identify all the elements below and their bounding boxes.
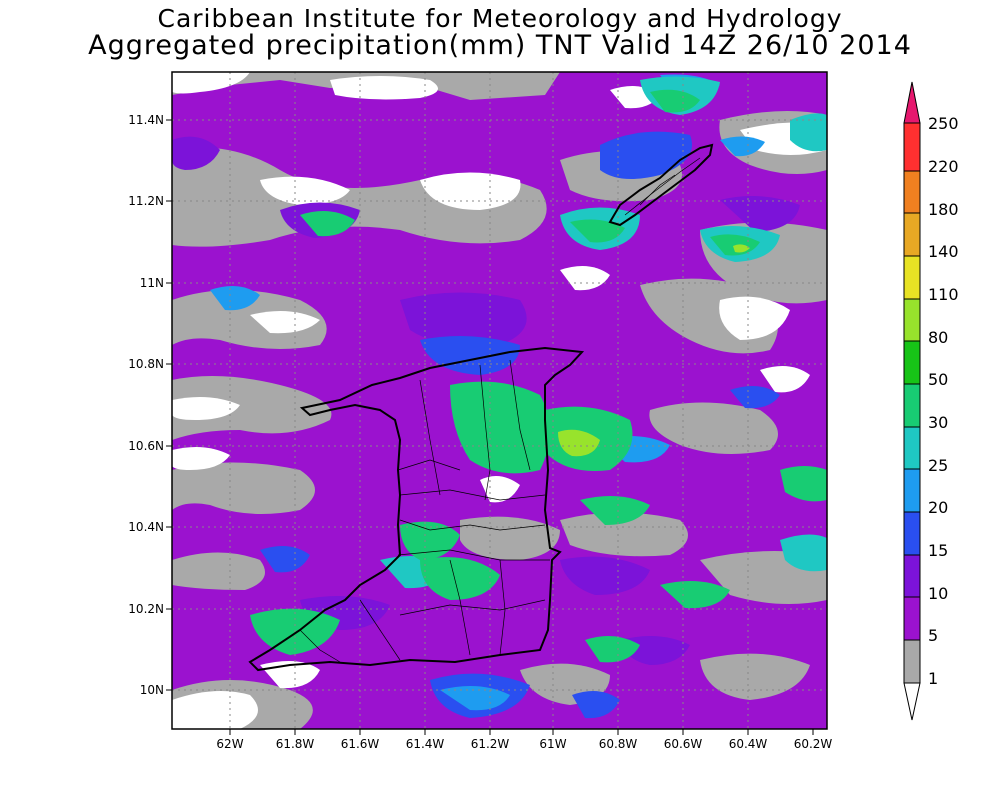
x-tick-label: 60.6W — [664, 737, 703, 751]
colorbar-label: 80 — [928, 328, 948, 347]
colorbar-segment — [903, 340, 921, 385]
x-tick-label: 61.2W — [471, 737, 510, 751]
x-tick-label: 60.8W — [599, 737, 638, 751]
colorbar-segment — [903, 468, 921, 513]
colorbar-label: 180 — [928, 200, 959, 219]
colorbar-segment — [903, 554, 921, 598]
y-axis-labels: 11.4N 11.2N 11N 10.8N 10.6N 10.4N 10.2N … — [128, 113, 164, 697]
page-subtitle: Aggregated precipitation(mm) TNT Valid 1… — [88, 30, 912, 61]
colorbar-label: 20 — [928, 498, 948, 517]
colorbar-label: 15 — [928, 541, 948, 560]
colorbar: 250 220 180 140 110 80 50 30 25 20 15 10… — [903, 81, 959, 721]
x-tick-label: 61.6W — [341, 737, 380, 751]
colorbar-label: 220 — [928, 157, 959, 176]
trinidad-internal-boundaries — [299, 359, 550, 663]
precip-blue-areas — [260, 131, 780, 719]
map-gridlines — [172, 72, 827, 729]
colorbar-segment-under — [903, 682, 921, 721]
trinidad-outline — [248, 346, 585, 672]
colorbar-segments — [903, 81, 921, 721]
colorbar-segment — [903, 596, 921, 641]
tobago-outline — [608, 143, 714, 227]
colorbar-label: 25 — [928, 456, 948, 475]
y-tick-label: 10.8N — [128, 357, 164, 371]
colorbar-segment-over — [903, 81, 921, 124]
x-tick-label: 61.4W — [406, 737, 445, 751]
x-tick-label: 60.4W — [729, 737, 768, 751]
colorbar-segment — [903, 511, 921, 556]
trinidad-coast — [248, 346, 585, 672]
colorbar-label: 1 — [928, 669, 938, 688]
colorbar-label: 250 — [928, 114, 959, 133]
colorbar-segment — [903, 639, 921, 684]
y-tick-label: 10.4N — [128, 520, 164, 534]
colorbar-label: 50 — [928, 370, 948, 389]
precip-green-areas — [250, 89, 827, 663]
x-tick-label: 62W — [216, 737, 243, 751]
colorbar-segment — [903, 255, 921, 300]
y-tick-label: 10.6N — [128, 439, 164, 453]
colorbar-segment — [903, 212, 921, 257]
x-tick-label: 61W — [539, 737, 566, 751]
colorbar-label: 110 — [928, 285, 959, 304]
colorbar-segment — [903, 298, 921, 342]
colorbar-label: 140 — [928, 242, 959, 261]
colorbar-segment — [903, 122, 921, 172]
page-title: Caribbean Institute for Meteorology and … — [157, 4, 843, 33]
colorbar-segment — [903, 170, 921, 214]
colorbar-label: 10 — [928, 584, 948, 603]
precipitation-field — [172, 72, 827, 729]
y-tick-label: 10.2N — [128, 602, 164, 616]
x-tick-label: 60.2W — [794, 737, 833, 751]
axis-tick-marks — [166, 119, 814, 735]
y-tick-label: 11.2N — [128, 194, 164, 208]
colorbar-segment — [903, 383, 921, 428]
colorbar-labels: 250 220 180 140 110 80 50 30 25 20 15 10… — [928, 114, 959, 688]
map-frame — [171, 71, 828, 730]
y-tick-label: 11N — [140, 276, 164, 290]
x-tick-label: 61.8W — [276, 737, 315, 751]
colorbar-label: 5 — [928, 626, 938, 645]
colorbar-label: 30 — [928, 413, 948, 432]
x-axis-labels: 62W 61.8W 61.6W 61.4W 61.2W 61W 60.8W 60… — [216, 737, 832, 751]
y-tick-label: 11.4N — [128, 113, 164, 127]
colorbar-segment — [903, 426, 921, 470]
precip-yellowgreen-areas — [558, 244, 750, 457]
y-tick-label: 10N — [140, 683, 164, 697]
